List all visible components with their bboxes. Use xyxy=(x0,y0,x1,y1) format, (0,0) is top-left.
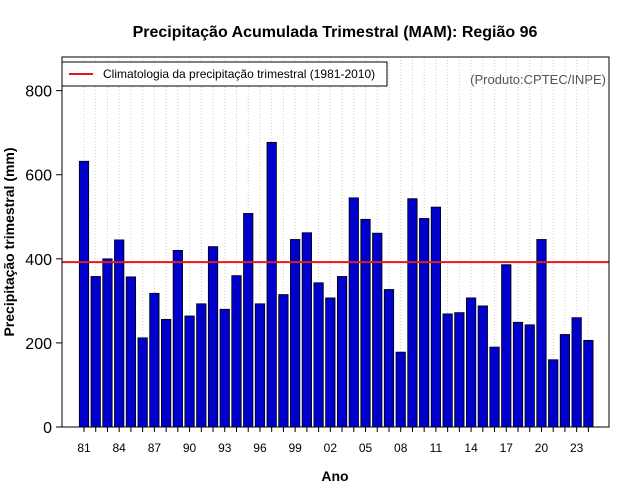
x-tick-label: 14 xyxy=(464,441,478,455)
x-tick-label: 99 xyxy=(288,441,302,455)
bar-2009 xyxy=(407,198,418,428)
bar-2014 xyxy=(465,297,477,428)
bar-1988 xyxy=(161,318,172,428)
bar-1990 xyxy=(184,315,195,428)
legend-box xyxy=(61,61,388,87)
bar-2005 xyxy=(360,218,371,428)
legend-label: Climatologia da precipitação trimestral … xyxy=(103,67,375,81)
bar-2010 xyxy=(419,218,430,428)
bar-1989 xyxy=(172,250,183,428)
x-tick-label: 81 xyxy=(77,441,91,455)
bar-2015 xyxy=(477,305,488,428)
bar-1983 xyxy=(102,258,113,428)
bar-1997 xyxy=(266,141,277,428)
x-tick-label: 96 xyxy=(253,441,267,455)
y-tick-label: 0 xyxy=(43,420,52,437)
y-tick-label: 200 xyxy=(25,336,52,353)
bar-2007 xyxy=(383,289,395,428)
bar-2022 xyxy=(559,334,571,428)
bar-2012 xyxy=(442,313,453,428)
x-tick-label: 84 xyxy=(113,441,127,455)
bar-2017 xyxy=(501,264,512,428)
bar-2020 xyxy=(536,239,547,428)
bar-1982 xyxy=(90,276,101,428)
x-axis-title: Ano xyxy=(321,468,348,484)
product-credit: (Produto:CPTEC/INPE) xyxy=(470,72,606,87)
bar-1985 xyxy=(125,276,137,428)
bar-2016 xyxy=(489,346,500,428)
bar-2003 xyxy=(336,276,348,428)
x-tick-label: 20 xyxy=(535,441,549,455)
bar-2018 xyxy=(512,321,524,428)
grid xyxy=(83,57,589,427)
x-tick-label: 90 xyxy=(183,441,197,455)
y-axis-title: Precipitação trimestral (mm) xyxy=(1,147,17,336)
y-tick-label: 600 xyxy=(25,168,52,185)
bar-2019 xyxy=(524,324,535,428)
bars xyxy=(78,141,594,428)
bar-1984 xyxy=(114,239,125,428)
x-tick-label: 05 xyxy=(359,441,373,455)
bar-1998 xyxy=(278,294,289,428)
x-tick-label: 23 xyxy=(570,441,584,455)
bar-2011 xyxy=(430,206,442,428)
x-tick-label: 17 xyxy=(500,441,514,455)
bar-2002 xyxy=(325,297,336,428)
bar-2008 xyxy=(395,351,406,428)
legend: Climatologia da precipitação trimestral … xyxy=(61,61,388,87)
x-tick-label: 08 xyxy=(394,441,408,455)
y-tick-label: 400 xyxy=(25,252,52,269)
bar-2023 xyxy=(571,317,582,428)
bar-2024 xyxy=(583,339,594,428)
bar-2004 xyxy=(348,197,359,428)
bar-1992 xyxy=(207,246,219,428)
bar-1996 xyxy=(254,303,266,428)
y-axis: 0 200 400 600 800 xyxy=(25,84,62,437)
bar-1991 xyxy=(196,303,207,428)
x-tick-label: 93 xyxy=(218,441,232,455)
x-tick-label: 02 xyxy=(324,441,338,455)
bar-2013 xyxy=(454,312,465,428)
bar-2021 xyxy=(548,359,559,428)
plot-frame xyxy=(61,56,610,428)
bar-1999 xyxy=(290,239,301,428)
x-tick-label: 87 xyxy=(148,441,162,455)
bar-1981 xyxy=(78,160,90,428)
bar-1986 xyxy=(137,337,148,428)
bar-1995 xyxy=(243,213,254,428)
bar-2001 xyxy=(313,282,324,428)
bar-1994 xyxy=(231,275,242,428)
x-axis: 81 84 87 90 93 96 99 02 05 08 11 14 17 20 23 xyxy=(77,427,589,455)
y-tick-label: 800 xyxy=(25,84,52,101)
chart-title: Precipitação Acumulada Trimestral (MAM):… xyxy=(133,24,538,41)
bar-1987 xyxy=(149,292,160,428)
x-tick-label: 11 xyxy=(430,441,443,455)
bar-1993 xyxy=(219,308,230,428)
